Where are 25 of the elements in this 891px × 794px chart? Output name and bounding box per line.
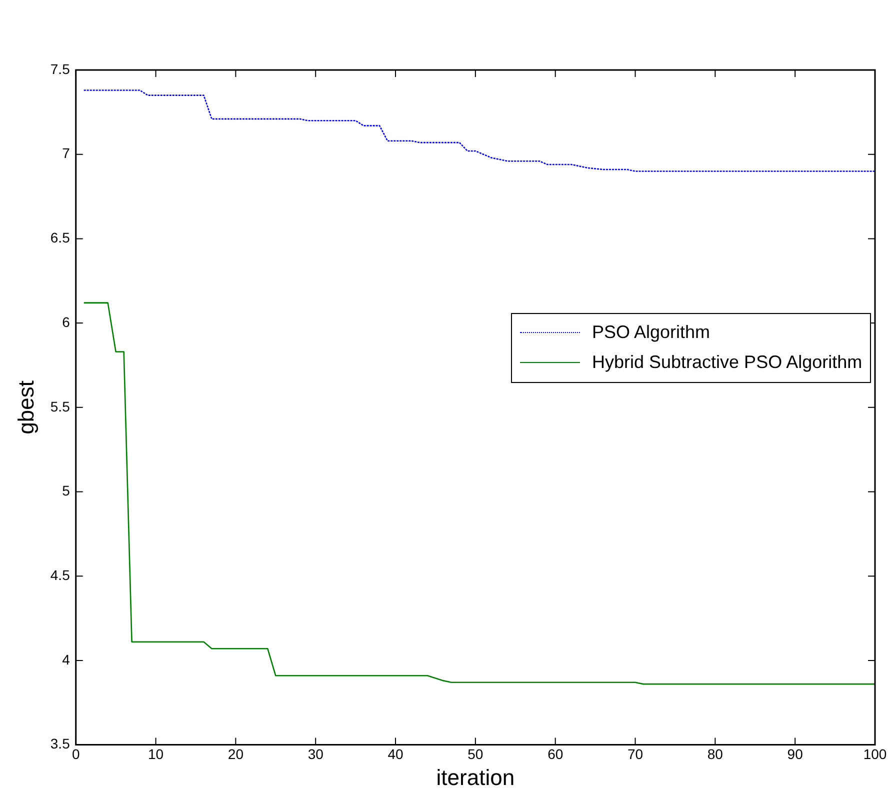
y-tick-label: 7.5 xyxy=(50,60,70,77)
x-tick-label: 100 xyxy=(863,746,887,762)
x-tick-label: 90 xyxy=(787,746,804,762)
legend-label: PSO Algorithm xyxy=(592,322,710,344)
x-tick-label: 50 xyxy=(468,746,484,762)
y-tick-label: 5.5 xyxy=(50,398,70,414)
y-axis-title: gbest xyxy=(13,380,38,434)
x-tick-label: 40 xyxy=(388,746,404,762)
x-tick-label: 0 xyxy=(72,746,80,762)
y-tick-label: 6 xyxy=(62,314,70,330)
x-tick-label: 10 xyxy=(148,746,164,762)
x-tick-label: 70 xyxy=(627,746,644,762)
x-tick-label: 20 xyxy=(228,746,244,762)
y-tick-label: 4.5 xyxy=(50,566,70,583)
x-tick-label: 80 xyxy=(707,746,724,762)
y-tick-label: 5 xyxy=(62,482,70,499)
y-tick-label: 7 xyxy=(62,145,70,162)
x-tick-label: 30 xyxy=(308,746,324,762)
line-series xyxy=(83,90,875,172)
y-tick-label: 4 xyxy=(62,651,70,668)
y-tick-label: 3.5 xyxy=(50,736,70,752)
x-axis-title: iteration xyxy=(436,764,515,790)
y-tick-label: 6.5 xyxy=(50,230,70,246)
legend-label: Hybrid Subtractive PSO Algorithm xyxy=(592,352,862,374)
x-tick-label: 60 xyxy=(548,746,564,762)
